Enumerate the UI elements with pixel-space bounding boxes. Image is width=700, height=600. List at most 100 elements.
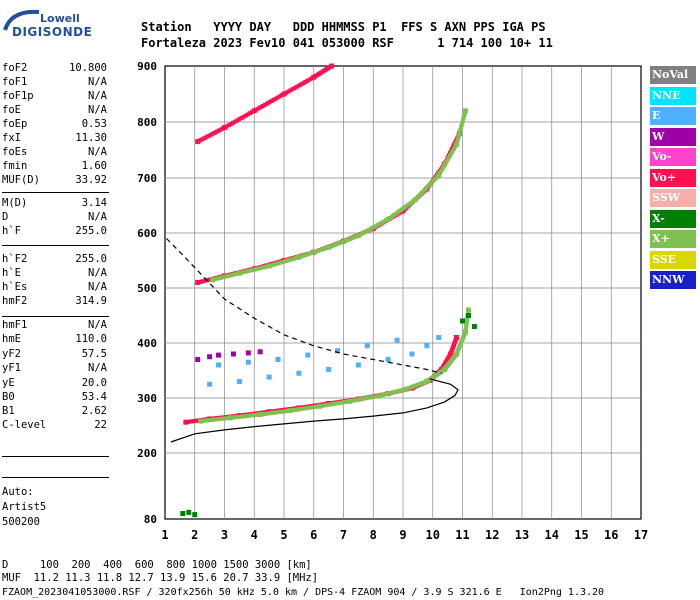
param-value: 0.53 [81, 118, 107, 130]
x-tick-label: 4 [251, 528, 258, 542]
data-point [351, 398, 356, 403]
y-tick-label: 900 [137, 60, 157, 73]
data-point [248, 268, 252, 273]
param-name: hmF2 [2, 295, 28, 307]
muf-curve [166, 238, 442, 374]
data-point [258, 105, 263, 110]
data-point [219, 416, 224, 421]
data-point [362, 230, 367, 235]
x-tick-label: 1 [161, 528, 168, 542]
data-point [275, 410, 280, 415]
data-point [364, 343, 370, 349]
x-tick-label: 14 [545, 528, 559, 542]
data-point [311, 405, 316, 410]
data-point [307, 405, 312, 410]
data-point [364, 229, 369, 234]
data-point [296, 370, 302, 376]
param-row: foEp 0.53 [2, 118, 107, 131]
data-point [266, 374, 272, 380]
data-point [283, 409, 288, 414]
data-point [288, 88, 293, 93]
data-point [360, 396, 365, 401]
x-tick-label: 12 [485, 528, 499, 542]
data-point [275, 357, 281, 362]
data-point [375, 223, 380, 228]
data-point [301, 253, 306, 258]
y-tick-label: 80 [144, 513, 157, 526]
data-point [245, 350, 251, 356]
data-point [236, 270, 242, 276]
param-value: N/A [88, 267, 107, 279]
data-point [284, 258, 289, 263]
data-point [294, 84, 299, 89]
data-point [343, 238, 348, 243]
x-tick-label: 2 [191, 528, 198, 542]
data-point [241, 114, 246, 119]
param-name: h`F2 [2, 253, 28, 265]
legend-item: NNW [650, 271, 696, 289]
data-point [267, 100, 272, 105]
param-row: fmin 1.60 [2, 160, 107, 173]
param-value: 2.62 [81, 405, 107, 417]
param-value: N/A [88, 281, 107, 293]
data-point [462, 113, 467, 118]
param-name: foF1p [2, 90, 34, 102]
data-point [303, 80, 308, 84]
data-point [302, 406, 307, 411]
data-point [309, 250, 314, 255]
data-point [347, 237, 352, 242]
data-point [260, 104, 265, 108]
param-value: N/A [88, 76, 107, 88]
data-point [287, 408, 293, 414]
data-point [330, 243, 335, 248]
data-point [279, 409, 284, 414]
data-point [334, 401, 339, 406]
data-point [460, 318, 465, 324]
data-point [279, 260, 284, 265]
data-point [186, 509, 192, 515]
param-name: M(D) [2, 197, 28, 209]
y-tick-label: 400 [137, 337, 157, 350]
param-value: N/A [88, 90, 107, 102]
param-value: 20.0 [81, 377, 107, 389]
data-point [273, 410, 278, 415]
header-line-1: Station YYYY DAY DDD HHMMSS P1 FFS S AXN… [141, 20, 546, 34]
data-point [281, 409, 286, 414]
data-point [320, 247, 325, 252]
legend-item: X+ [650, 230, 696, 248]
data-point [303, 253, 308, 258]
param-row: h`F2 255.0 [2, 253, 107, 266]
data-point [442, 366, 448, 372]
data-point [273, 96, 278, 101]
data-point [358, 397, 363, 402]
legend-item: Vo- [650, 148, 696, 166]
data-point [445, 157, 450, 162]
data-point [286, 258, 291, 263]
data-point [321, 403, 326, 408]
data-point [275, 95, 280, 100]
data-point [207, 418, 212, 423]
logo-digisonde: DIGISONDE [12, 25, 93, 39]
data-point [326, 244, 332, 250]
data-point [256, 106, 261, 111]
param-row: foE N/A [2, 104, 107, 117]
data-point [254, 267, 259, 272]
param-value: N/A [88, 104, 107, 116]
data-point [311, 74, 317, 80]
data-point [371, 225, 376, 230]
data-point [451, 144, 456, 149]
data-point [228, 122, 233, 126]
data-point [292, 86, 297, 90]
data-point [385, 357, 391, 362]
x-tick-label: 3 [221, 528, 228, 542]
data-point [260, 265, 265, 270]
data-point [216, 352, 222, 358]
data-point [301, 81, 306, 86]
param-name: fmin [2, 160, 28, 172]
data-point [341, 400, 346, 405]
param-name: yE [2, 377, 15, 389]
separator [2, 245, 109, 246]
param-name: h`E [2, 267, 21, 279]
param-row: foF2 10.800 [2, 62, 107, 75]
data-point [239, 414, 244, 419]
